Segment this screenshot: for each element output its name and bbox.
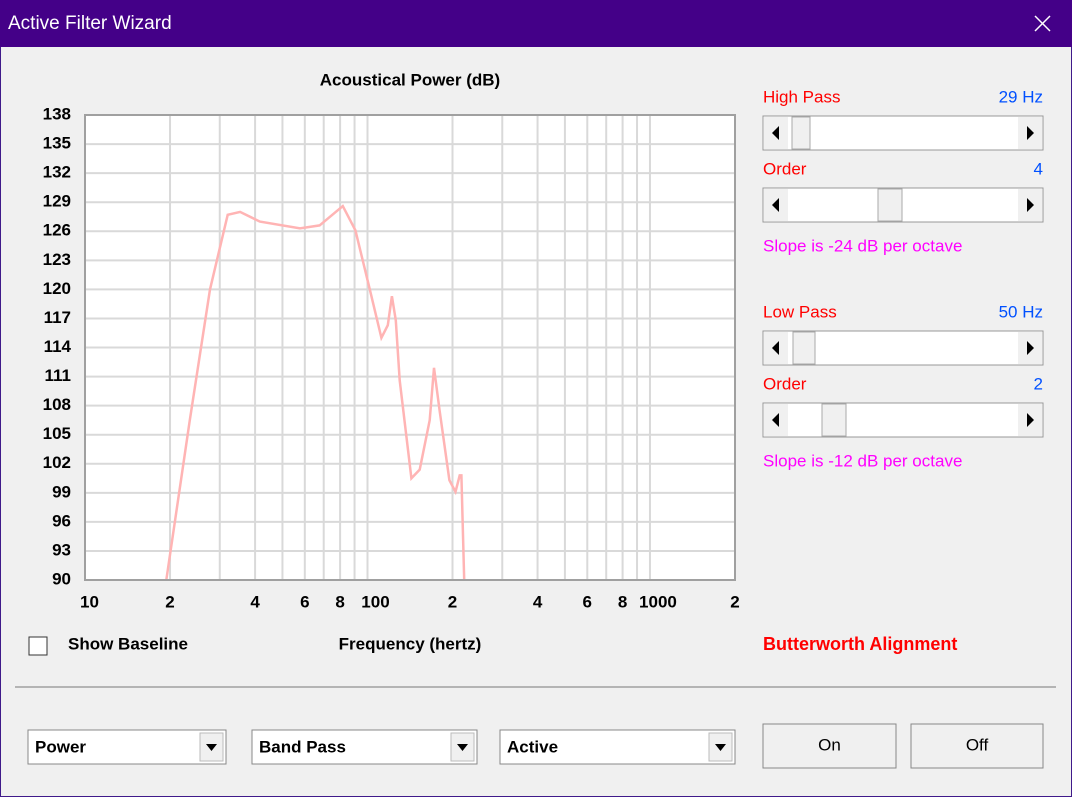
high-order-value: 4: [1034, 159, 1043, 178]
arrow: [206, 744, 217, 751]
y-tick-label: 132: [43, 163, 71, 182]
title-bar: [0, 0, 1072, 47]
dropdown-value: Active: [507, 737, 558, 756]
y-tick-label: 108: [43, 395, 71, 414]
scroll-thumb[interactable]: [877, 188, 903, 222]
x-tick-label: 100: [361, 592, 389, 611]
plot-border: [84, 114, 736, 581]
arrow: [772, 126, 779, 140]
dropdown-value: Band Pass: [259, 737, 346, 756]
arrow: [1027, 126, 1034, 140]
y-tick-label: 102: [43, 453, 71, 472]
y-tick-label: 129: [43, 192, 71, 211]
x-axis-label: Frequency (hertz): [339, 634, 482, 653]
y-tick-label: 99: [52, 482, 71, 501]
dropdown-box[interactable]: [499, 729, 736, 765]
response-curve: [165, 204, 466, 581]
y-tick-label: 111: [45, 366, 72, 385]
low-order-label: Order: [763, 374, 807, 393]
button-label: Off: [966, 735, 989, 754]
x-tick-label: 6: [300, 592, 309, 611]
y-tick-label: 126: [43, 221, 71, 240]
button-label: On: [818, 735, 841, 754]
arrow: [772, 198, 779, 212]
low-order-value: 2: [1034, 374, 1043, 393]
scroll-thumb[interactable]: [791, 116, 811, 150]
curve-group: [165, 204, 466, 581]
high-order-label: Order: [763, 159, 807, 178]
ticks: 9093969910210510811111411712012312612913…: [43, 104, 740, 611]
dropdown-box[interactable]: [27, 729, 227, 765]
alignment: Butterworth Alignment: [763, 634, 957, 654]
arrow: [1027, 413, 1034, 427]
high-pass-value: 29 Hz: [999, 87, 1043, 106]
grid: [84, 114, 736, 581]
baseline-checkbox[interactable]: [28, 636, 48, 656]
y-tick-label: 138: [43, 104, 71, 123]
scrollbar[interactable]: [762, 402, 1044, 438]
dropdown[interactable]: Power: [27, 729, 227, 765]
low-pass-label: Low Pass: [763, 302, 837, 321]
window-title: Active Filter Wizard: [8, 13, 172, 34]
arrow: [772, 413, 779, 427]
x-tick-label: 6: [583, 592, 592, 611]
high-slope: Slope is -24 dB per octave: [763, 236, 962, 255]
dropdown[interactable]: Active: [499, 729, 736, 765]
high-pass-label: High Pass: [763, 87, 840, 106]
y-tick-label: 93: [52, 540, 71, 559]
y-tick-label: 135: [43, 134, 71, 153]
scroll-thumb[interactable]: [821, 403, 847, 437]
dropdown[interactable]: Band Pass: [251, 729, 478, 765]
scrollbar[interactable]: [762, 330, 1044, 366]
y-tick-label: 120: [43, 279, 71, 298]
controls: Power Band Pass Active On Off: [27, 115, 1044, 769]
arrow: [1027, 198, 1034, 212]
button[interactable]: [762, 723, 897, 769]
y-tick-label: 90: [52, 569, 71, 588]
y-tick-label: 117: [44, 308, 71, 327]
low-pass-value: 50 Hz: [999, 302, 1043, 321]
arrow: [715, 744, 726, 751]
close-button[interactable]: [1034, 15, 1051, 32]
y-tick-label: 123: [43, 250, 71, 269]
x-tick-label: 8: [335, 592, 344, 611]
arrow: [1027, 341, 1034, 355]
arrow: [457, 744, 468, 751]
dropdown-value: Power: [35, 737, 86, 756]
scrollbar[interactable]: [762, 115, 1044, 151]
dropdown-box[interactable]: [251, 729, 478, 765]
scrollbar[interactable]: [762, 187, 1044, 223]
x-tick-label: 4: [250, 592, 260, 611]
x-tick-label: 2: [730, 592, 739, 611]
x-tick-label: 2: [448, 592, 457, 611]
arrow: [772, 341, 779, 355]
y-tick-label: 96: [52, 511, 71, 530]
x-tick-label: 4: [533, 592, 543, 611]
scroll-track: [762, 187, 1044, 223]
y-tick-label: 114: [44, 337, 72, 356]
x-tick-label: 2: [165, 592, 174, 611]
x-tick-label: 8: [618, 592, 627, 611]
x-tick-label: 1000: [639, 592, 677, 611]
scroll-track: [762, 402, 1044, 438]
baseline-label: Show Baseline: [68, 634, 188, 653]
chart-title: Acoustical Power (dB): [320, 70, 500, 89]
scroll-thumb[interactable]: [792, 331, 816, 365]
y-tick-label: 105: [43, 424, 71, 443]
button[interactable]: [910, 723, 1044, 769]
x-tick-label: 10: [80, 592, 99, 611]
low-slope: Slope is -12 dB per octave: [763, 451, 962, 470]
